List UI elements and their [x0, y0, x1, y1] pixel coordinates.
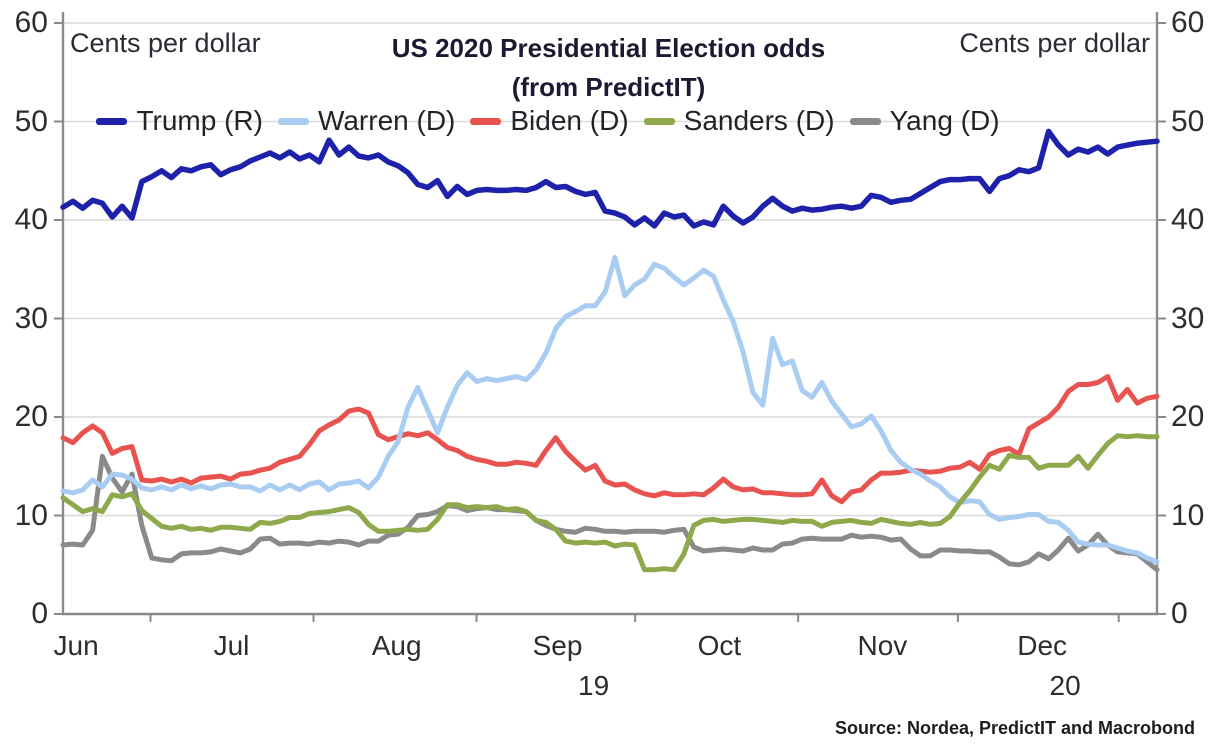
y-axis-unit-right: Cents per dollar [959, 28, 1150, 58]
ytick-label-right-60: 60 [1171, 6, 1205, 39]
ytick-label-right-50: 50 [1171, 104, 1205, 138]
ytick-label-left-20: 20 [14, 400, 48, 433]
source-attribution: Source: Nordea, PredictIT and Macrobond [834, 718, 1195, 738]
ytick-label-left-10: 10 [14, 498, 48, 532]
xtick-label-sep: Sep [532, 630, 583, 661]
legend-label-yang: Yang (D) [889, 105, 1000, 136]
series-line-sanders [60, 433, 1160, 573]
year-label-20: 20 [1049, 670, 1081, 701]
xtick-label-dec: Dec [1017, 630, 1068, 661]
ytick-label-left-60: 60 [14, 6, 48, 39]
ytick-label-right-10: 10 [1171, 498, 1205, 532]
legend-item-biden: Biden (D) [470, 105, 629, 137]
legend-item-trump: Trump (R) [96, 105, 263, 137]
legend: Trump (R) Warren (D) Biden (D) Sanders (D) Y… [0, 105, 1096, 137]
series-line-yang [60, 453, 1160, 573]
legend-swatch-trump-icon [96, 117, 128, 125]
xtick-label-jun: Jun [53, 630, 99, 661]
series-line-biden [60, 374, 1160, 505]
ytick-label-right-20: 20 [1171, 400, 1205, 433]
legend-item-yang: Yang (D) [849, 105, 1000, 137]
xtick-label-aug: Aug [371, 630, 422, 661]
ytick-label-right-0: 0 [1171, 597, 1188, 630]
legend-swatch-sanders-icon [643, 117, 675, 125]
xtick-label-nov: Nov [857, 630, 908, 661]
year-label-19: 19 [578, 670, 610, 701]
ytick-label-left-40: 40 [14, 203, 48, 236]
ytick-label-right-40: 40 [1171, 203, 1205, 236]
y-axis-unit-left: Cents per dollar [70, 28, 261, 58]
ytick-label-right-30: 30 [1171, 301, 1205, 335]
legend-item-sanders: Sanders (D) [643, 105, 835, 137]
legend-swatch-warren-icon [277, 117, 309, 125]
series-line-warren [60, 254, 1160, 565]
xtick-label-jul: Jul [213, 630, 250, 661]
xtick-label-oct: Oct [697, 630, 742, 661]
ytick-label-left-0: 0 [31, 597, 48, 630]
legend-item-warren: Warren (D) [277, 105, 456, 137]
legend-label-trump: Trump (R) [136, 105, 263, 136]
ytick-label-left-30: 30 [14, 301, 48, 335]
legend-swatch-yang-icon [849, 117, 881, 125]
legend-swatch-biden-icon [470, 117, 502, 125]
legend-label-sanders: Sanders (D) [683, 105, 835, 136]
legend-label-warren: Warren (D) [317, 105, 456, 136]
series-line-trump [60, 128, 1160, 229]
legend-label-biden: Biden (D) [510, 105, 629, 136]
ytick-label-left-50: 50 [14, 104, 48, 138]
